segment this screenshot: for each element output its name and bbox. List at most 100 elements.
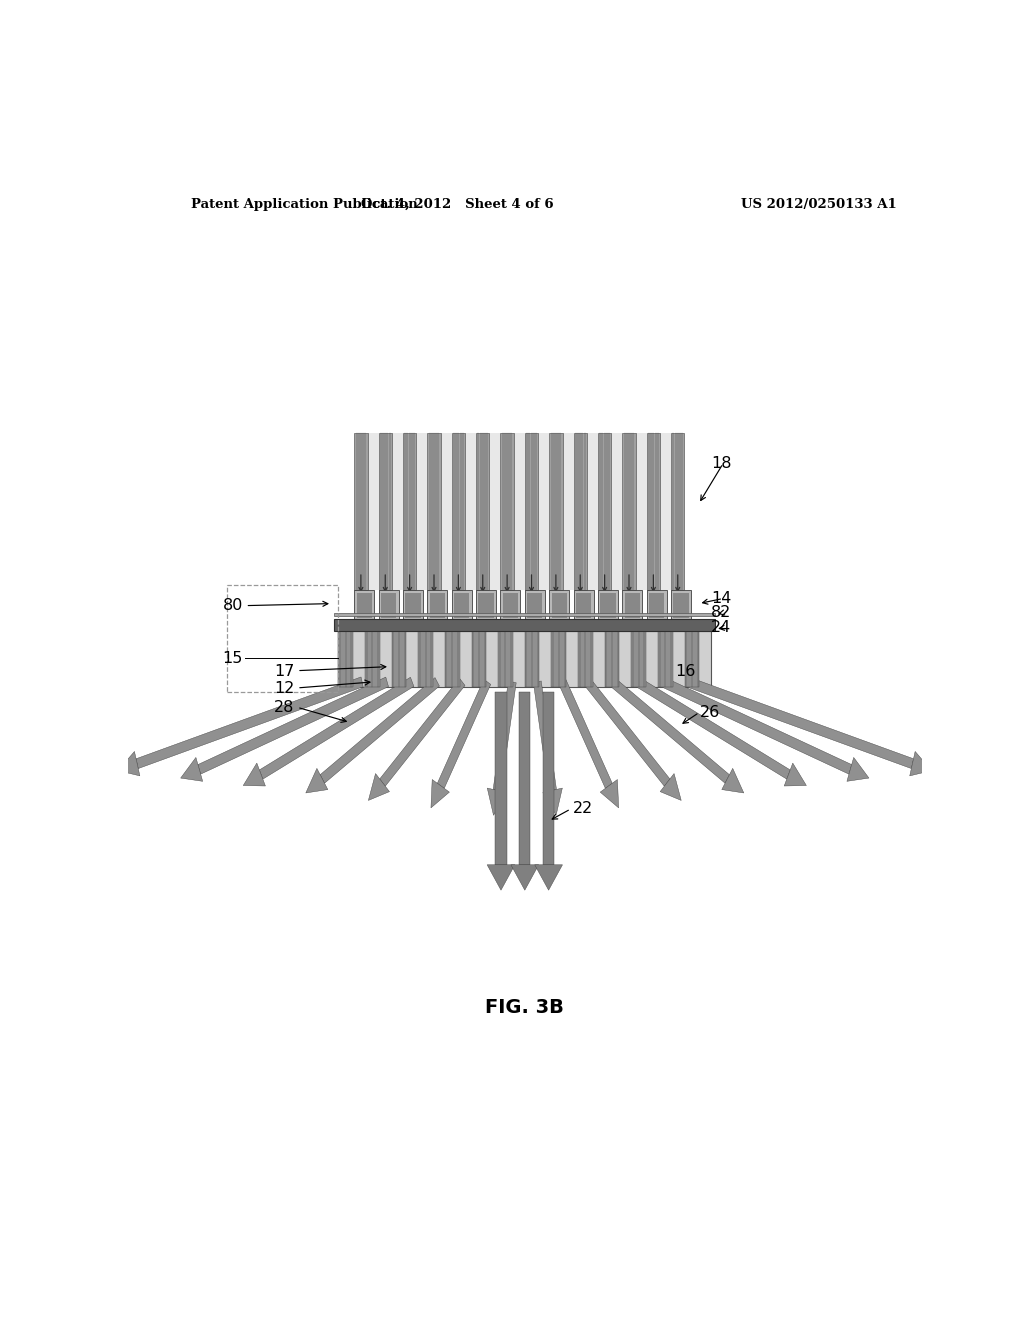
Text: 28: 28 [274, 700, 295, 714]
Polygon shape [600, 780, 618, 808]
Polygon shape [244, 763, 265, 785]
Polygon shape [198, 677, 388, 774]
Text: US 2012/0250133 A1: US 2012/0250133 A1 [740, 198, 896, 211]
Text: 14: 14 [712, 591, 732, 606]
Polygon shape [575, 594, 591, 618]
Polygon shape [587, 433, 598, 590]
Polygon shape [452, 590, 472, 620]
Polygon shape [660, 433, 671, 590]
Polygon shape [573, 590, 594, 620]
Polygon shape [623, 590, 642, 620]
Polygon shape [306, 768, 328, 793]
Text: Oct. 4, 2012   Sheet 4 of 6: Oct. 4, 2012 Sheet 4 of 6 [361, 198, 554, 211]
Polygon shape [496, 692, 507, 865]
Polygon shape [658, 631, 673, 686]
Polygon shape [501, 433, 514, 590]
Polygon shape [365, 631, 380, 686]
Polygon shape [722, 768, 743, 793]
Polygon shape [391, 631, 407, 686]
Polygon shape [636, 677, 791, 779]
Polygon shape [647, 590, 667, 620]
Polygon shape [356, 594, 372, 618]
Polygon shape [392, 433, 402, 590]
Polygon shape [543, 788, 562, 816]
Polygon shape [402, 590, 423, 620]
Polygon shape [489, 433, 501, 590]
Polygon shape [427, 590, 447, 620]
Polygon shape [598, 590, 617, 620]
Polygon shape [380, 678, 465, 787]
Polygon shape [321, 677, 439, 783]
Text: 12: 12 [274, 681, 295, 697]
Text: 15: 15 [222, 651, 243, 667]
Polygon shape [671, 433, 684, 590]
Polygon shape [338, 631, 353, 686]
Polygon shape [600, 594, 615, 618]
Polygon shape [674, 594, 689, 618]
Text: 26: 26 [699, 705, 720, 719]
Polygon shape [465, 433, 476, 590]
Polygon shape [501, 590, 520, 620]
Polygon shape [437, 680, 490, 788]
Polygon shape [379, 590, 398, 620]
Polygon shape [552, 594, 566, 618]
Polygon shape [338, 631, 712, 686]
Polygon shape [494, 681, 516, 791]
Polygon shape [543, 692, 554, 865]
Polygon shape [909, 751, 932, 776]
Polygon shape [259, 677, 414, 779]
Text: 22: 22 [572, 801, 593, 816]
Polygon shape [427, 433, 440, 590]
Polygon shape [498, 631, 513, 686]
Polygon shape [647, 433, 660, 590]
Polygon shape [478, 594, 494, 618]
Text: 24: 24 [712, 620, 731, 635]
Polygon shape [559, 680, 612, 788]
Polygon shape [549, 433, 562, 590]
Polygon shape [573, 433, 587, 590]
Polygon shape [503, 594, 518, 618]
Polygon shape [562, 433, 573, 590]
Polygon shape [625, 594, 640, 618]
Polygon shape [476, 433, 489, 590]
Polygon shape [334, 612, 715, 615]
Text: 17: 17 [274, 664, 295, 680]
Polygon shape [402, 433, 417, 590]
Text: 82: 82 [712, 606, 732, 620]
Polygon shape [527, 594, 543, 618]
Polygon shape [476, 590, 496, 620]
Text: 80: 80 [222, 598, 243, 612]
Polygon shape [430, 594, 444, 618]
Polygon shape [381, 594, 396, 618]
Polygon shape [487, 865, 515, 890]
Polygon shape [524, 590, 545, 620]
Polygon shape [660, 774, 681, 800]
Polygon shape [632, 631, 646, 686]
Text: 16: 16 [676, 664, 696, 680]
Polygon shape [452, 433, 465, 590]
Polygon shape [514, 433, 524, 590]
Polygon shape [379, 433, 392, 590]
Polygon shape [417, 433, 427, 590]
Polygon shape [136, 677, 364, 768]
Polygon shape [598, 433, 611, 590]
Polygon shape [579, 631, 593, 686]
Polygon shape [406, 594, 421, 618]
Polygon shape [519, 692, 530, 865]
Polygon shape [539, 433, 549, 590]
Polygon shape [369, 774, 389, 800]
Polygon shape [686, 677, 913, 768]
Polygon shape [180, 758, 203, 781]
Text: FIG. 3B: FIG. 3B [485, 998, 564, 1016]
Polygon shape [784, 763, 806, 785]
Polygon shape [454, 594, 469, 618]
Polygon shape [431, 780, 450, 808]
Polygon shape [685, 631, 699, 686]
Polygon shape [552, 631, 566, 686]
Polygon shape [623, 433, 636, 590]
Polygon shape [444, 631, 460, 686]
Polygon shape [605, 631, 620, 686]
Polygon shape [471, 631, 486, 686]
Polygon shape [549, 590, 569, 620]
Polygon shape [610, 677, 729, 783]
